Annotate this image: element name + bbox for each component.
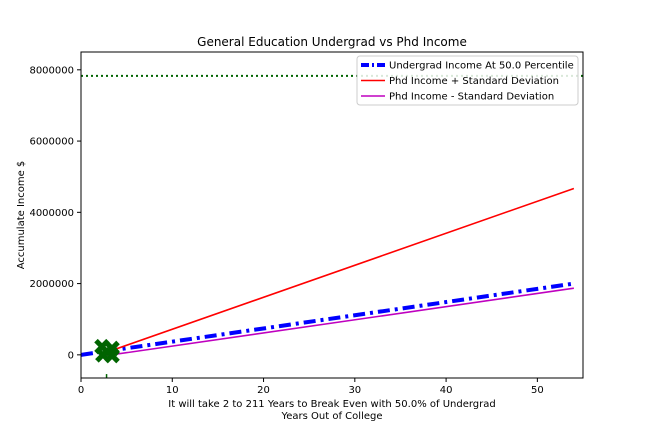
x-tick-label: 40 [440, 385, 453, 396]
y-tick-label: 0 [68, 350, 74, 361]
plot-frame [80, 51, 584, 379]
legend-label-3: Phd Income - Standard Deviation [389, 92, 554, 103]
legend-box [356, 55, 579, 106]
y-tick-label: 6000000 [29, 137, 74, 148]
break-even-marker-4 [104, 347, 120, 364]
series-line-3 [99, 287, 574, 358]
x-tick-label: 10 [166, 385, 179, 396]
x-axis-label-line-1: It will take 2 to 211 Years to Break Eve… [168, 399, 495, 410]
y-tick-label: 2000000 [29, 279, 74, 290]
y-axis-label: Accumulate Income $ [16, 161, 27, 270]
plot-area: 0 10 20 30 40 50 0 2000000 4000000 6000000 8000000 [29, 51, 584, 396]
legend: Undergrad Income At 50.0 Percentile Phd I… [356, 55, 579, 106]
x-tick-label: 50 [531, 385, 544, 396]
plot-inner [81, 74, 583, 378]
y-tick-label: 4000000 [29, 208, 74, 219]
chart-title: General Education Undergrad vs Phd Incom… [197, 35, 467, 49]
series-line-2 [98, 187, 575, 356]
legend-label-1: Undergrad Income At 50.0 Percentile [389, 61, 574, 72]
legend-label-2: Phd Income + Standard Deviation [389, 76, 559, 87]
marker-stroke [104, 347, 120, 364]
x-tick-label: 30 [348, 385, 361, 396]
series-line-1 [81, 281, 575, 357]
x-axis-label-line-2: Years Out of College [281, 411, 383, 422]
x-tick-label: 0 [78, 385, 84, 396]
x-tick-label: 20 [257, 385, 270, 396]
y-tick-label: 8000000 [29, 65, 74, 76]
